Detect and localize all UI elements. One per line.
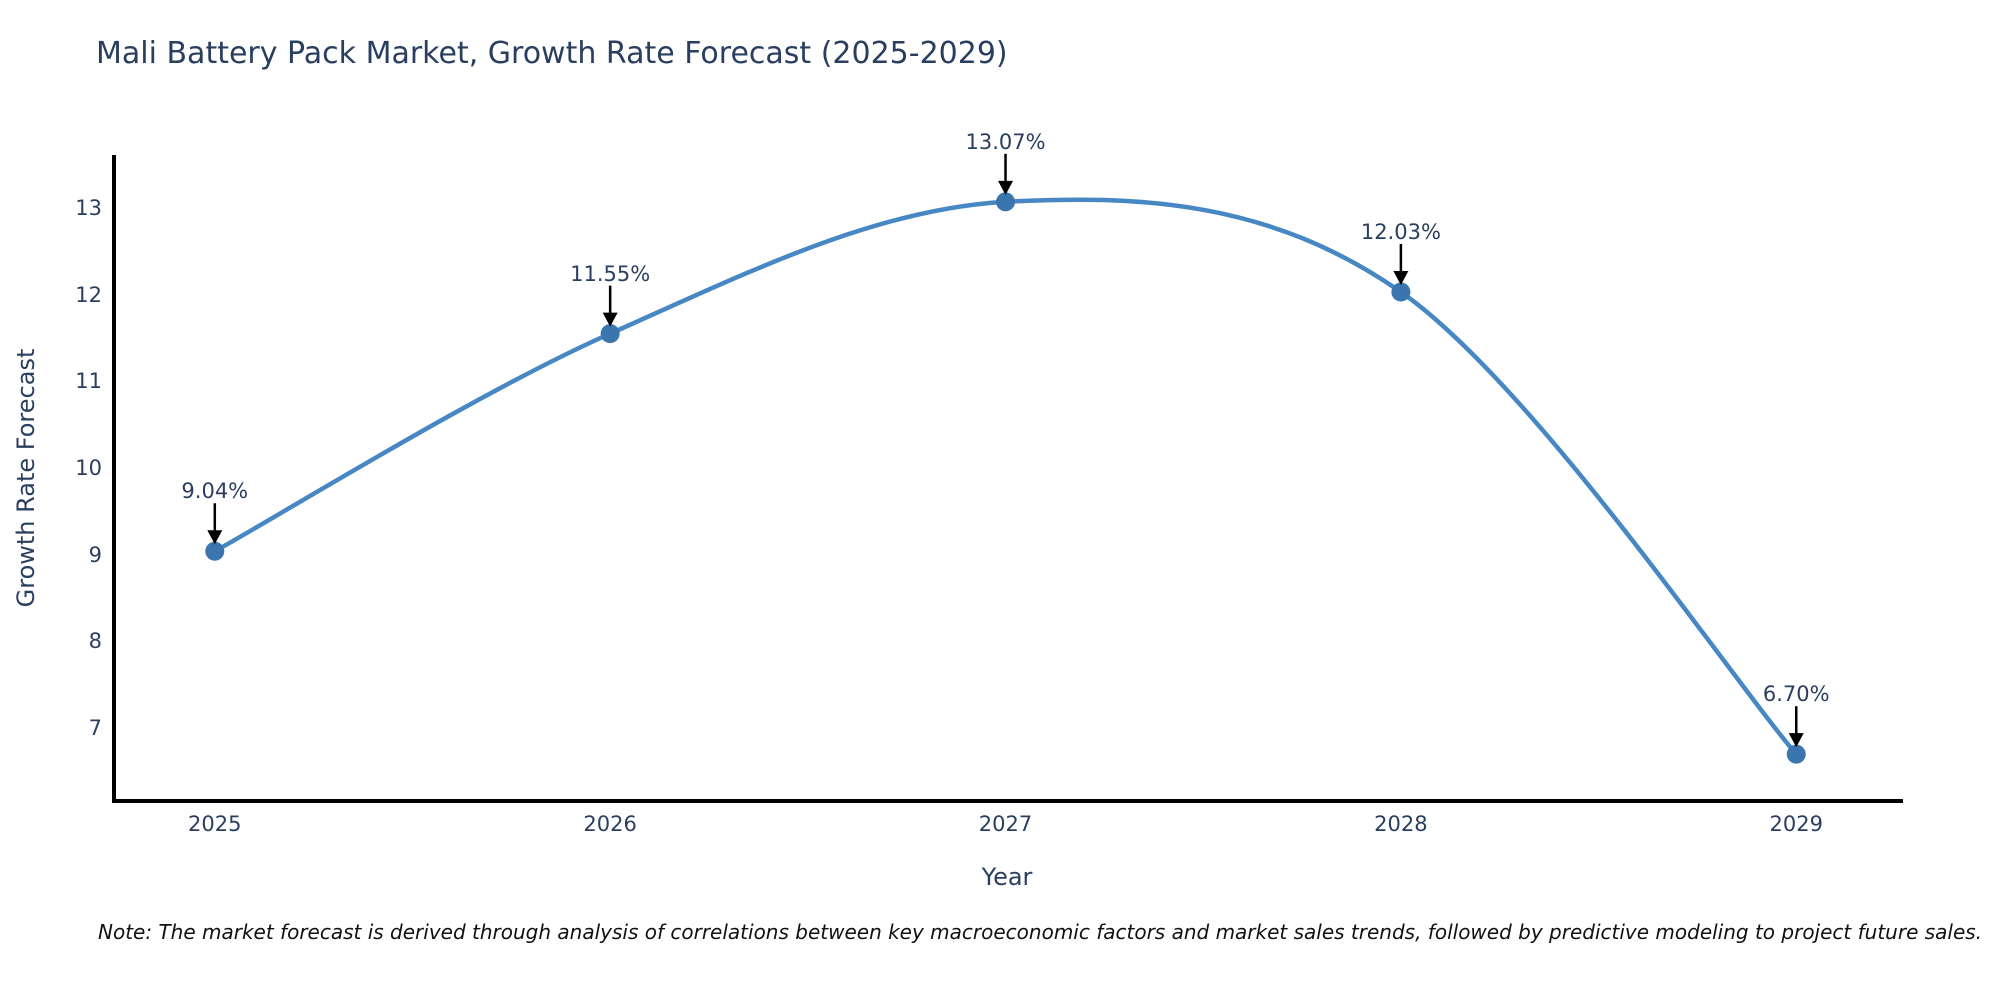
data-point-marker: [1391, 282, 1411, 302]
x-tick-label: 2028: [1374, 812, 1428, 836]
x-tick-label: 2027: [978, 812, 1033, 836]
data-point-marker: [1786, 744, 1806, 764]
point-value-label: 13.07%: [965, 129, 1046, 154]
x-axis-title: Year: [981, 863, 1033, 891]
y-tick-label: 13: [75, 195, 102, 220]
data-point-marker: [205, 541, 225, 561]
y-tick-label: 10: [75, 456, 102, 481]
chart-title: Mali Battery Pack Market, Growth Rate Fo…: [96, 36, 1008, 71]
annotation-arrowhead: [1788, 733, 1804, 748]
x-tick-label: 2026: [583, 812, 637, 836]
y-tick-label: 12: [75, 282, 102, 307]
annotation-arrowhead: [998, 180, 1014, 195]
point-value-label: 9.04%: [181, 479, 249, 504]
annotation-arrowhead: [207, 530, 223, 545]
data-point-marker: [600, 324, 620, 344]
y-tick-label: 11: [75, 369, 102, 394]
annotation-arrowhead: [1393, 271, 1409, 286]
annotation-arrowhead: [602, 312, 618, 327]
x-tick-label: 2029: [1769, 812, 1823, 836]
point-value-label: 12.03%: [1360, 220, 1441, 244]
forecast-line: [213, 197, 1798, 756]
y-tick-label: 7: [88, 716, 102, 741]
y-tick-label: 9: [88, 542, 102, 567]
footnote: Note: The market forecast is derived thr…: [98, 920, 1983, 944]
x-tick-label: 2025: [188, 812, 242, 836]
point-value-label: 11.55%: [570, 261, 651, 286]
y-tick-label: 8: [88, 629, 102, 654]
point-value-label: 6.70%: [1762, 682, 1830, 707]
data-point-marker: [996, 192, 1016, 212]
